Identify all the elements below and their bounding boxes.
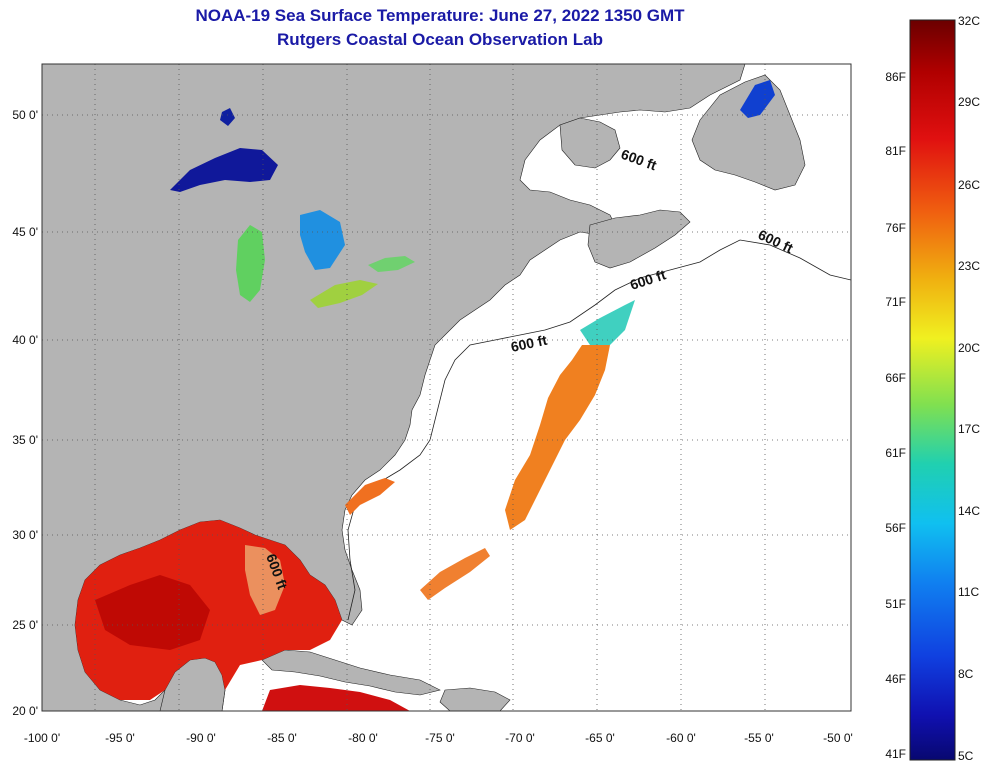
lat-tick-label: 45 0' [12,225,38,239]
latitude-labels: 50 0' 45 0' 40 0' 35 0' 30 0' 25 0' 20 0… [12,108,38,718]
colorbar-f-label: 51F [885,597,906,611]
colorbar-f-label: 41F [885,747,906,761]
colorbar-f-label: 81F [885,144,906,158]
lon-tick-label: -70 0' [505,731,535,745]
map-area [42,64,851,711]
lat-tick-label: 50 0' [12,108,38,122]
newfoundland-sst [740,80,775,118]
lon-tick-label: -90 0' [186,731,216,745]
lat-tick-label: 30 0' [12,528,38,542]
bahamas-sst [420,548,490,600]
land-hispaniola [439,687,511,711]
colorbar-celsius-labels: 32C 29C 26C 23C 20C 17C 14C 11C 8C 5C [958,14,980,763]
colorbar-c-label: 11C [958,585,979,599]
lake-erie-sst [310,280,378,308]
land-cuba [261,649,441,696]
land-nova-scotia [587,209,691,269]
lake-ontario-sst [368,256,415,272]
colorbar-gradient [909,19,956,761]
lake-huron-sst [300,210,345,270]
colorbar-c-label: 5C [958,749,974,763]
lon-tick-label: -50 0' [823,731,853,745]
gulf-sst-patch [245,545,285,615]
land-newfoundland [691,74,806,191]
colorbar-c-label: 14C [958,504,980,518]
longitude-labels: -100 0' -95 0' -90 0' -85 0' -80 0' -75 … [24,731,853,745]
caribbean-sst [262,685,410,711]
colorbar-c-label: 23C [958,259,980,273]
lat-tick-label: 35 0' [12,433,38,447]
colorbar-f-label: 56F [885,521,906,535]
lon-tick-label: -85 0' [267,731,297,745]
lake-nipigon-sst [220,108,235,126]
lon-tick-label: -65 0' [585,731,615,745]
colorbar-c-label: 20C [958,341,980,355]
lat-tick-label: 25 0' [12,618,38,632]
lon-tick-label: -80 0' [348,731,378,745]
colorbar-c-label: 8C [958,667,974,681]
colorbar-c-label: 29C [958,95,980,109]
colorbar-f-label: 76F [885,221,906,235]
colorbar-fahrenheit-labels: 86F 81F 76F 71F 66F 61F 56F 51F 46F 41F [885,70,906,761]
lon-tick-label: -75 0' [425,731,455,745]
gulf-sst-hotspot [95,575,210,650]
colorbar-c-label: 26C [958,178,980,192]
colorbar-f-label: 61F [885,446,906,460]
colorbar-f-label: 71F [885,295,906,309]
land-quebec-north [559,117,621,169]
map-title: NOAA-19 Sea Surface Temperature: June 27… [195,6,685,25]
temperature-colorbar: 32C 29C 26C 23C 20C 17C 14C 11C 8C 5C 86… [885,14,980,763]
lon-tick-label: -95 0' [105,731,135,745]
colorbar-f-label: 46F [885,672,906,686]
colorbar-c-label: 17C [958,422,980,436]
colorbar-c-label: 32C [958,14,980,28]
carolina-sst [345,478,395,515]
lake-superior-sst [170,148,278,192]
colorbar-f-label: 86F [885,70,906,84]
shelf-sst-cool [580,300,635,345]
map-subtitle: Rutgers Coastal Ocean Observation Lab [277,30,603,49]
lon-tick-label: -60 0' [666,731,696,745]
colorbar-f-label: 66F [885,371,906,385]
lake-michigan-sst [236,225,265,302]
lat-tick-label: 40 0' [12,333,38,347]
shelf-sst-warm [505,345,610,530]
isobath-label: 600 ft [509,332,548,355]
lon-tick-label: -55 0' [744,731,774,745]
lat-tick-label: 20 0' [12,704,38,718]
lon-tick-label: -100 0' [24,731,60,745]
map-frame [41,63,852,712]
